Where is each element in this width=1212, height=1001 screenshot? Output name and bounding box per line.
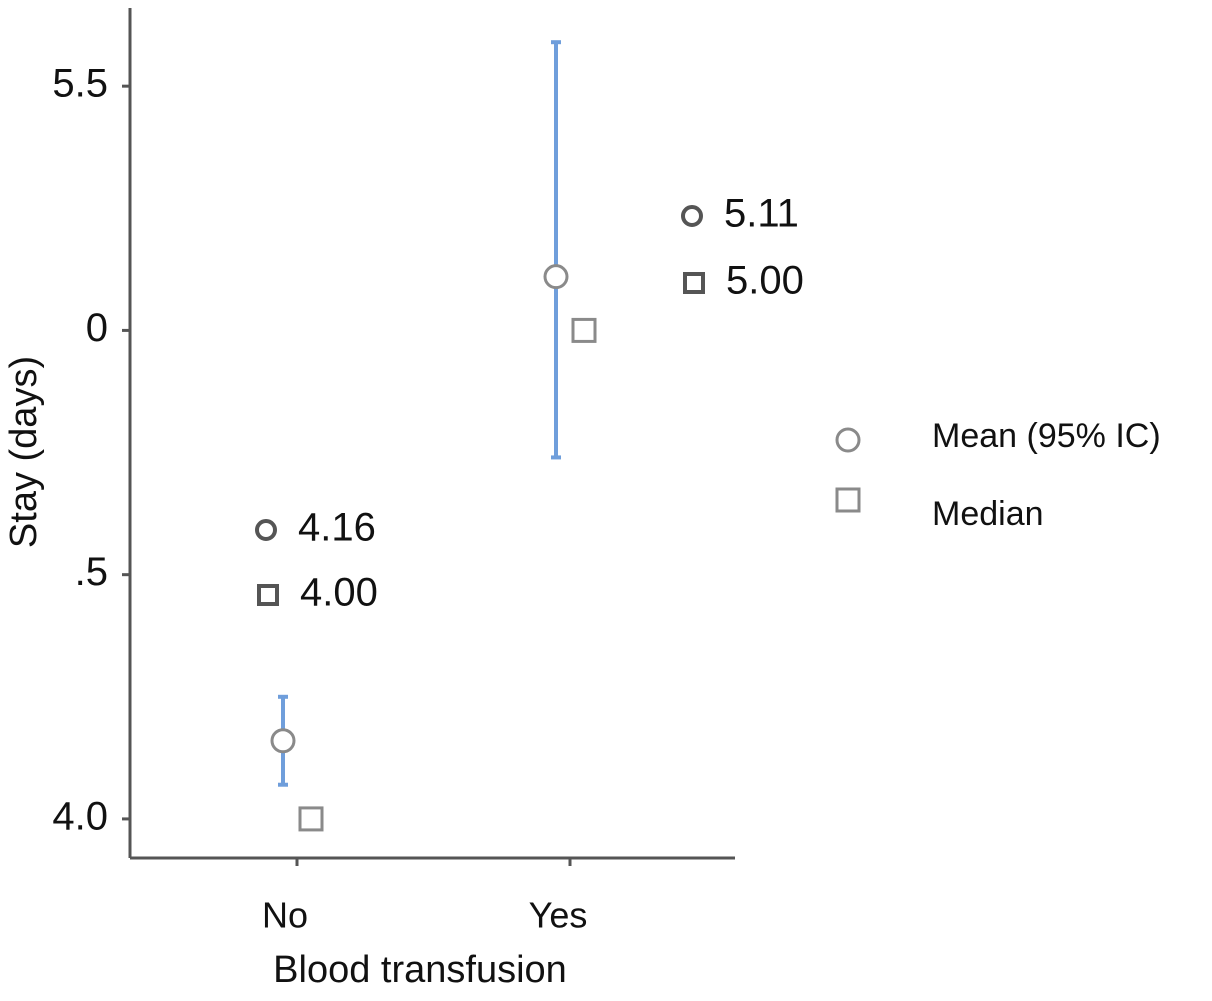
y-tick-label: .5 [75, 550, 108, 594]
annotation-marker [257, 584, 279, 606]
x-axis-title: Blood transfusion [273, 949, 567, 991]
value-label: 4.16 [298, 506, 376, 550]
x-tick-label: No [262, 895, 308, 936]
value-label: 5.00 [726, 259, 804, 303]
annotation-marker [255, 519, 277, 541]
legend-marker [835, 487, 861, 513]
mean-point [543, 264, 569, 290]
y-axis-title: Stay (days) [3, 356, 45, 548]
legend-label: Median [932, 495, 1044, 533]
mean-point [270, 728, 296, 754]
y-tick-label: 0 [86, 306, 108, 350]
median-point [571, 317, 597, 343]
legend-marker [835, 427, 861, 453]
y-tick-label: 4.0 [52, 794, 108, 838]
y-tick-label: 5.5 [52, 62, 108, 106]
value-label: 4.00 [300, 571, 378, 615]
annotation-marker [681, 205, 703, 227]
legend-label: Mean (95% IC) [932, 417, 1161, 455]
value-label: 5.11 [724, 192, 799, 236]
median-point [298, 806, 324, 832]
annotation-marker [683, 272, 705, 294]
x-tick-label: Yes [529, 895, 588, 936]
